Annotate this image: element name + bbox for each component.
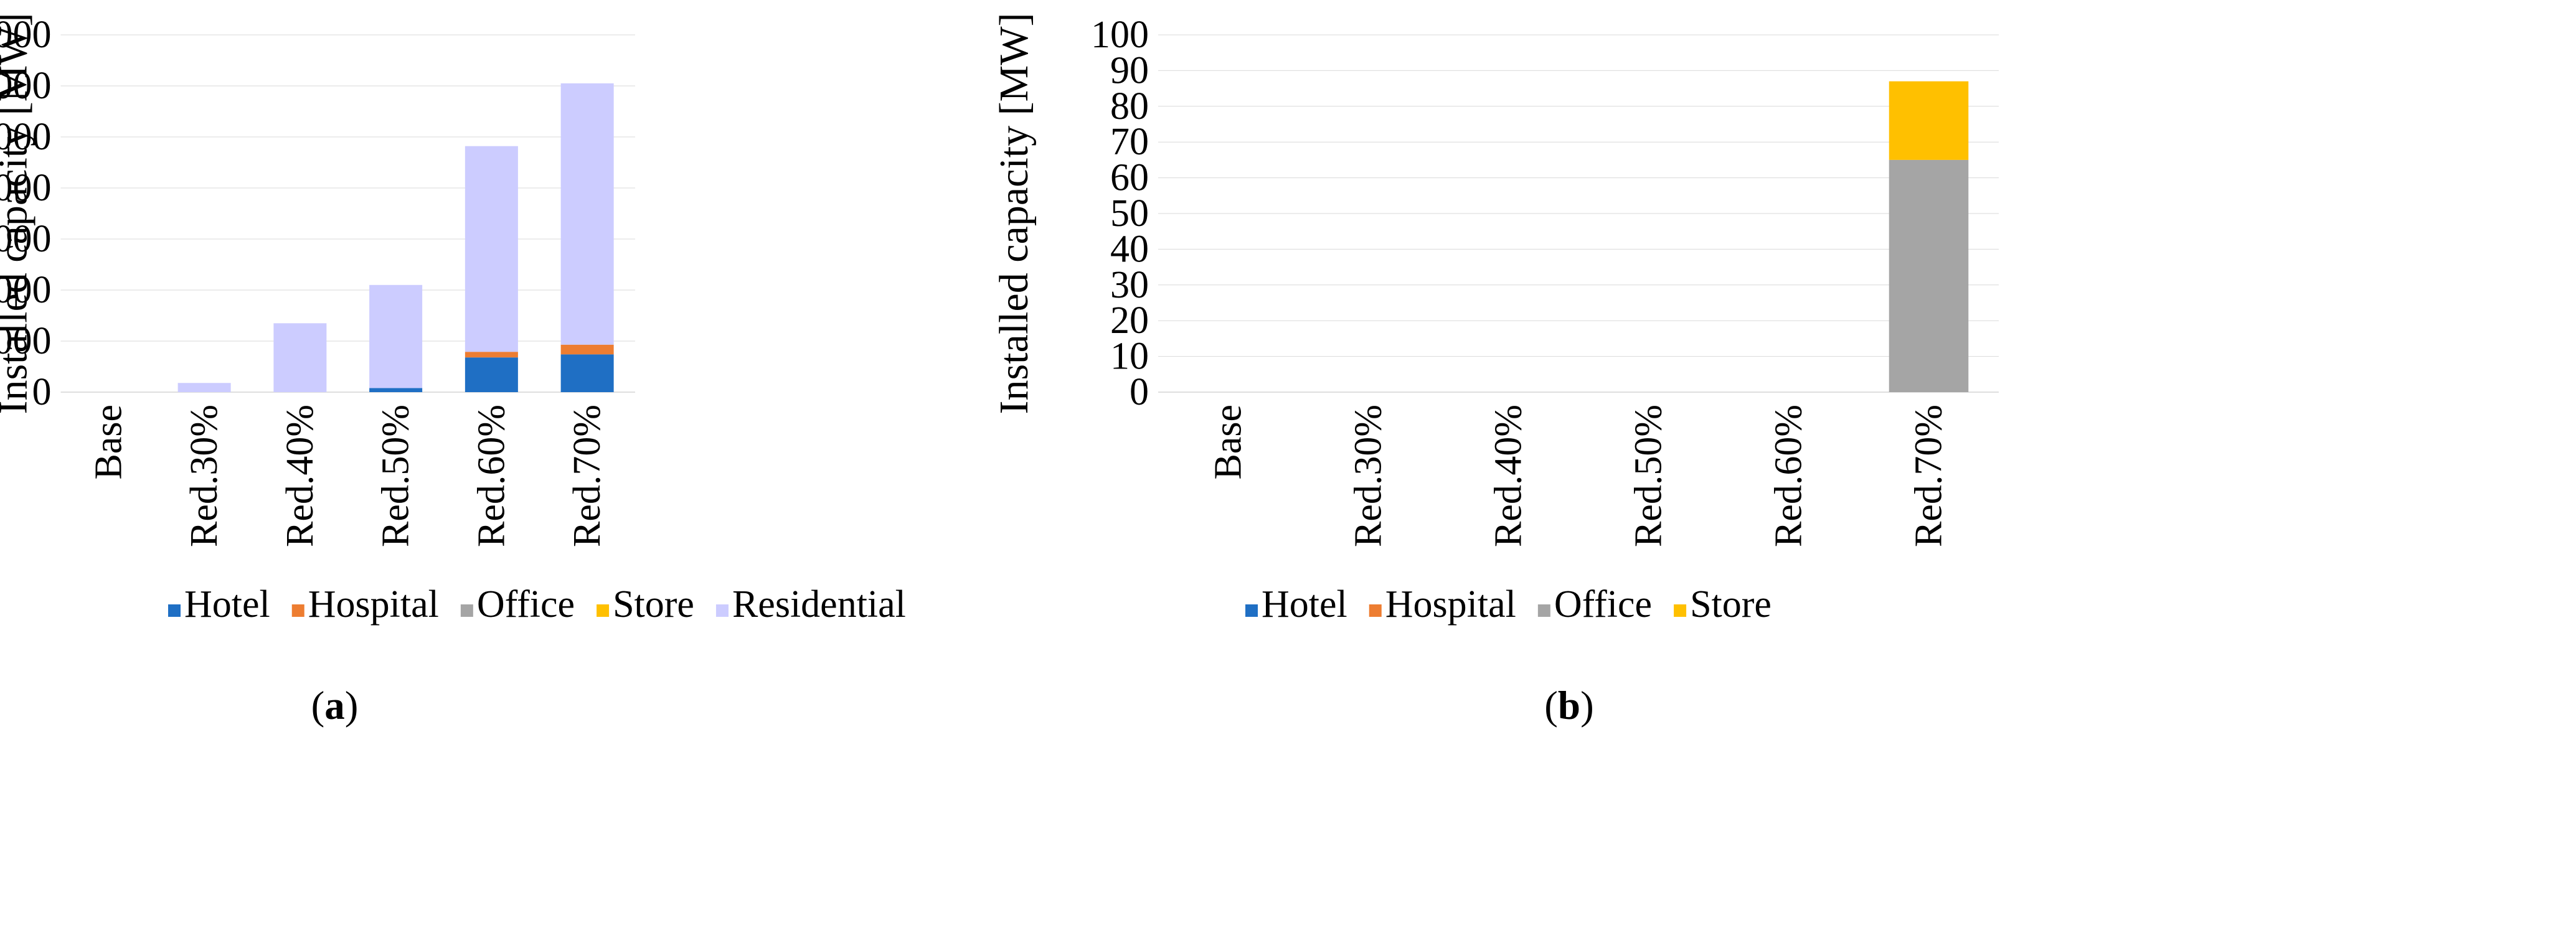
- y-tick-label: 1000: [0, 320, 52, 362]
- bar-hospital-5: [560, 344, 614, 355]
- legend-label: Residential: [732, 583, 906, 626]
- x-tick-label: Red.50%: [1628, 405, 1670, 547]
- legend-swatch: [1245, 604, 1258, 617]
- legend-swatch: [1369, 604, 1382, 617]
- y-tick-label: 0: [32, 371, 52, 413]
- y-tick-label: 4000: [0, 167, 52, 209]
- y-tick-label: 2000: [0, 269, 52, 311]
- legend-swatch: [291, 604, 304, 617]
- x-tick-label: Red.40%: [1488, 405, 1530, 547]
- y-axis-label: Installed capacity [MW]: [991, 12, 1037, 414]
- x-tick-label: Base: [87, 405, 130, 480]
- bar-residential-3: [369, 284, 423, 388]
- caption-close: ): [345, 683, 359, 728]
- y-tick-label: 0: [1130, 371, 1149, 413]
- legend-swatch: [715, 604, 729, 617]
- x-tick-label: Red.60%: [1768, 405, 1810, 547]
- legend-label: Hospital: [1385, 583, 1516, 626]
- y-tick-label: 60: [1110, 157, 1149, 199]
- y-tick-label: 70: [1110, 121, 1149, 163]
- y-tick-label: 50: [1110, 192, 1149, 235]
- bar-residential-5: [560, 83, 614, 345]
- figure-content: 01000200030004000500060007000Installed c…: [0, 12, 1999, 728]
- chart-a: 0 1000 2000 3000 4000 5000 6000 7000Installed c…: [0, 12, 906, 728]
- legend-swatch: [597, 604, 610, 617]
- caption-letter: a: [324, 683, 345, 728]
- y-tick-label: 10: [1110, 335, 1149, 378]
- x-tick-label: Red.70%: [566, 405, 608, 547]
- x-tick-label: Red.40%: [279, 405, 321, 547]
- y-tick-label: 5000: [0, 116, 52, 158]
- x-tick-label: Red.50%: [375, 405, 417, 547]
- y-tick-label: 80: [1110, 85, 1149, 128]
- y-tick-label: 20: [1110, 299, 1149, 342]
- chart-caption: (b): [1544, 683, 1593, 728]
- x-tick-label: Base: [1207, 405, 1250, 480]
- bar-hospital-4: [465, 352, 518, 358]
- x-tick-label: Red.30%: [1347, 405, 1390, 547]
- bar-hotel-4: [465, 357, 518, 392]
- y-tick-label: 7000: [0, 14, 52, 56]
- bar-hotel-3: [369, 388, 423, 392]
- x-tick-label: Red.30%: [183, 405, 225, 547]
- bar-office-5: [1889, 159, 1969, 392]
- legend-label: Hotel: [1262, 583, 1347, 626]
- caption-close: ): [1580, 683, 1594, 728]
- bar-residential-1: [177, 383, 231, 392]
- legend-swatch: [1674, 604, 1687, 617]
- y-axis-label: Installed capacity [MW]: [0, 12, 36, 414]
- legend-swatch: [168, 604, 181, 617]
- bar-store-5: [1889, 81, 1969, 160]
- caption-open: (: [1544, 683, 1558, 728]
- caption-letter: b: [1558, 683, 1580, 728]
- legend-label: Office: [1554, 583, 1652, 626]
- chart-0-canvas: 0 1000 2000 3000 4000 5000 6000 7000Installed c…: [0, 12, 906, 728]
- y-tick-label: 3000: [0, 218, 52, 260]
- x-tick-label: Red.70%: [1908, 405, 1950, 547]
- chart-caption: (a): [311, 683, 359, 728]
- legend-label: Hotel: [184, 583, 270, 626]
- legend-swatch: [460, 604, 473, 617]
- legend-label: Store: [613, 583, 694, 626]
- y-tick-label: 90: [1110, 49, 1149, 91]
- y-tick-label: 30: [1110, 264, 1149, 306]
- bar-residential-2: [273, 323, 327, 392]
- y-tick-label: 40: [1110, 228, 1149, 270]
- y-tick-label: 100: [1091, 14, 1149, 56]
- legend-label: Store: [1690, 583, 1772, 626]
- bar-hotel-5: [560, 354, 614, 392]
- caption-open: (: [311, 683, 325, 728]
- x-tick-label: Red.60%: [470, 405, 512, 547]
- legend-label: Hospital: [308, 583, 439, 626]
- legend-swatch: [1537, 604, 1550, 617]
- legend-label: Office: [477, 583, 575, 626]
- bar-residential-4: [465, 146, 518, 352]
- y-tick-label: 6000: [0, 65, 52, 107]
